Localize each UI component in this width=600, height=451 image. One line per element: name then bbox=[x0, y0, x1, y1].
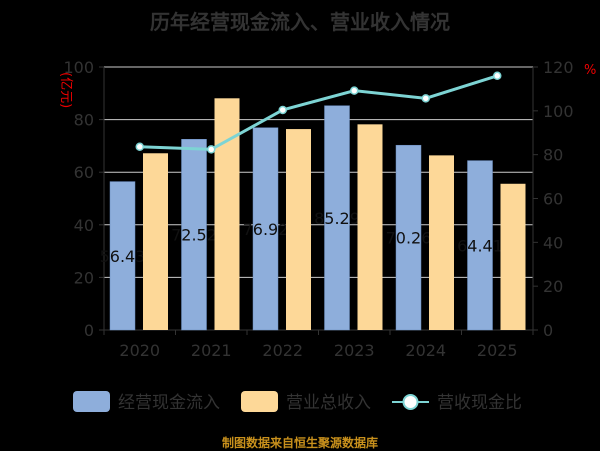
y2-tick-label: 0 bbox=[543, 321, 553, 340]
bar-cash-inflow bbox=[181, 139, 207, 331]
bar-revenue bbox=[429, 155, 454, 330]
legend-label: 营收现金比 bbox=[437, 393, 522, 413]
legend-label: 经营现金流入 bbox=[118, 393, 220, 413]
source-note: 制图数据来自恒生聚源数据库 bbox=[221, 436, 378, 450]
x-tick-label: 2025 bbox=[477, 341, 518, 360]
bar-cash-inflow bbox=[109, 181, 136, 331]
y-axis-label: (亿元) bbox=[58, 72, 73, 108]
y-tick-label: 100 bbox=[63, 58, 94, 77]
y2-axis-label: % bbox=[584, 63, 596, 78]
ratio-line bbox=[139, 74, 498, 151]
legend-label: 营业总收入 bbox=[286, 393, 371, 413]
ratio-point bbox=[278, 105, 287, 115]
y2-tick-label: 100 bbox=[543, 102, 574, 121]
y-tick-label: 20 bbox=[74, 268, 94, 287]
bar-revenue bbox=[357, 124, 383, 330]
legend-swatch-revenue bbox=[241, 391, 278, 412]
ratio-point bbox=[207, 145, 216, 154]
bar-revenue bbox=[214, 98, 240, 330]
ratio-point bbox=[135, 142, 144, 152]
y2-tick-label: 80 bbox=[543, 146, 563, 165]
bar-cash-inflow bbox=[395, 144, 422, 331]
y-tick-label: 80 bbox=[74, 111, 94, 130]
y-tick-label: 0 bbox=[84, 321, 94, 340]
x-tick-label: 2022 bbox=[262, 341, 303, 360]
bar-cash-inflow bbox=[252, 127, 279, 331]
bar-data-label: 85.29 bbox=[314, 209, 360, 228]
bar-revenue bbox=[500, 183, 526, 330]
bar-cash-inflow bbox=[324, 105, 350, 331]
x-tick-label: 2020 bbox=[119, 341, 160, 360]
ratio-point bbox=[350, 86, 359, 95]
bar-revenue bbox=[143, 153, 168, 330]
x-tick-label: 2023 bbox=[334, 341, 375, 360]
legend-swatch-cash-inflow bbox=[73, 391, 110, 412]
y2-tick-label: 20 bbox=[543, 277, 563, 296]
y-tick-label: 60 bbox=[74, 163, 94, 182]
bar-revenue bbox=[286, 129, 311, 330]
x-tick-label: 2021 bbox=[191, 341, 232, 360]
y2-tick-label: 120 bbox=[543, 58, 574, 77]
x-tick-label: 2024 bbox=[405, 341, 446, 360]
bar-data-label: 64.41 bbox=[457, 236, 503, 255]
bar-data-label: 76.92 bbox=[243, 220, 289, 239]
bar-data-label: 72.52 bbox=[171, 226, 217, 245]
y2-tick-label: 60 bbox=[543, 190, 563, 209]
y-tick-label: 40 bbox=[74, 216, 94, 235]
bar-cash-inflow bbox=[467, 160, 493, 331]
chart-title: 历年经营现金流入、营业收入情况 bbox=[150, 10, 450, 34]
y2-tick-label: 40 bbox=[543, 233, 563, 252]
bar-data-label: 56.43 bbox=[100, 247, 146, 266]
ratio-point bbox=[421, 94, 430, 103]
legend-marker-ratio bbox=[402, 394, 419, 410]
bar-data-label: 70.26 bbox=[386, 229, 432, 248]
ratio-point bbox=[493, 71, 502, 81]
